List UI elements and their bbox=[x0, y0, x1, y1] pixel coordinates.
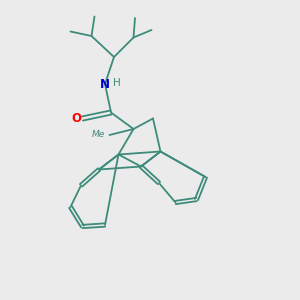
Text: N: N bbox=[100, 77, 110, 91]
Text: Me: Me bbox=[92, 130, 105, 139]
Text: H: H bbox=[112, 77, 120, 88]
Text: O: O bbox=[71, 112, 81, 125]
